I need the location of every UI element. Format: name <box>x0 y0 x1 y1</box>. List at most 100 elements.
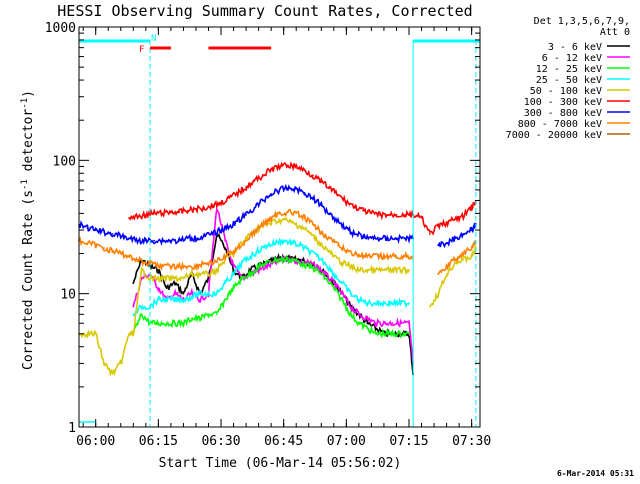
data-point <box>253 231 256 233</box>
date-stamp: 6-Mar-2014 05:31 <box>557 469 634 478</box>
data-point <box>128 237 131 240</box>
legend-entry: 12 - 25 keV <box>536 64 602 75</box>
data-point <box>391 332 394 335</box>
data-point <box>337 244 339 247</box>
data-point <box>236 247 239 249</box>
data-point <box>249 273 252 276</box>
data-point <box>178 239 181 242</box>
data-point <box>408 269 410 272</box>
data-point <box>220 229 222 232</box>
data-point <box>403 237 406 240</box>
data-point <box>349 313 352 316</box>
data-point <box>136 239 139 242</box>
data-point <box>445 221 448 224</box>
data-point <box>170 211 172 213</box>
data-point <box>236 192 239 194</box>
data-point <box>366 269 369 272</box>
data-point <box>199 292 202 295</box>
status-label: N <box>151 34 156 44</box>
data-point <box>86 242 89 244</box>
data-point <box>270 217 272 219</box>
data-point <box>328 237 331 240</box>
data-point <box>190 317 193 320</box>
data-point <box>299 244 302 247</box>
data-point <box>353 205 356 208</box>
data-point <box>241 242 243 244</box>
data-point <box>215 292 218 295</box>
data-point <box>395 237 398 240</box>
data-point <box>366 327 369 330</box>
chart-title: HESSI Observing Summary Count Rates, Cor… <box>57 2 472 20</box>
data-point <box>307 231 310 233</box>
data-point <box>332 255 335 258</box>
data-point <box>349 265 352 268</box>
data-point <box>132 332 135 335</box>
data-point <box>291 221 293 224</box>
data-point <box>257 269 260 272</box>
data-point <box>383 269 385 272</box>
x-tick-label: 07:15 <box>389 434 428 449</box>
data-point <box>399 302 402 304</box>
data-point <box>94 332 97 335</box>
data-point <box>341 282 344 284</box>
y-tick-label: 100 <box>53 154 76 169</box>
data-point <box>462 258 465 261</box>
data-point <box>437 292 440 295</box>
data-point <box>299 225 302 228</box>
data-point <box>307 265 310 268</box>
data-point <box>211 233 214 235</box>
data-point <box>437 225 440 228</box>
data-point <box>241 277 243 280</box>
data-point <box>140 313 143 316</box>
data-point <box>119 235 122 238</box>
data-point <box>370 212 373 215</box>
data-point <box>362 209 364 212</box>
data-point <box>153 239 156 242</box>
data-point <box>103 247 105 249</box>
data-point <box>195 237 197 240</box>
data-point <box>207 292 210 295</box>
data-point <box>170 239 172 242</box>
data-point <box>445 273 448 276</box>
data-point <box>257 249 260 252</box>
data-point <box>228 197 231 200</box>
data-point <box>136 215 139 218</box>
data-point <box>295 212 298 215</box>
data-point <box>274 220 277 223</box>
data-point <box>366 322 369 325</box>
data-point <box>362 235 364 238</box>
legend-entry: 6 - 12 keV <box>542 53 602 64</box>
data-point <box>307 249 310 252</box>
data-point <box>140 269 143 272</box>
data-point <box>312 223 314 226</box>
data-point <box>374 332 377 335</box>
data-point <box>320 180 323 183</box>
data-point <box>378 214 381 216</box>
data-point <box>287 211 289 213</box>
data-point <box>245 239 248 242</box>
data-point <box>178 211 181 213</box>
data-point <box>132 313 135 316</box>
data-point <box>257 265 260 268</box>
data-point <box>170 265 172 268</box>
x-tick-label: 07:00 <box>327 434 366 449</box>
data-point <box>366 302 369 304</box>
data-point <box>220 201 222 204</box>
data-point <box>445 265 448 268</box>
data-point <box>199 298 202 301</box>
data-point <box>328 187 331 189</box>
data-point <box>140 277 143 280</box>
data-point <box>165 298 168 301</box>
data-point <box>103 362 105 365</box>
data-point <box>232 273 235 276</box>
data-point <box>161 239 164 242</box>
data-point <box>94 229 97 232</box>
data-point <box>399 269 402 272</box>
data-point <box>270 168 272 171</box>
data-point <box>86 227 89 230</box>
data-point <box>144 239 147 242</box>
data-point <box>174 277 177 280</box>
data-point <box>345 200 348 203</box>
